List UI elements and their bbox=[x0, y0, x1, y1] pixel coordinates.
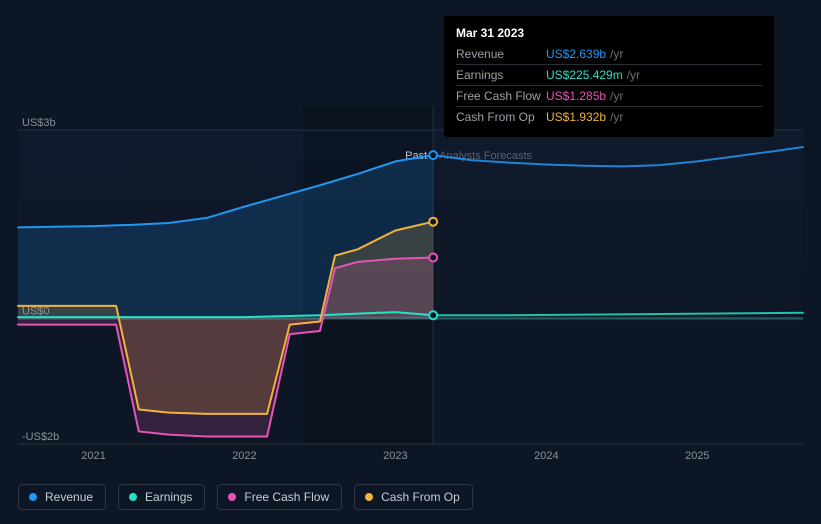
legend-item[interactable]: Free Cash Flow bbox=[217, 484, 342, 510]
tooltip-date: Mar 31 2023 bbox=[456, 26, 762, 40]
legend-dot bbox=[365, 493, 373, 501]
tooltip-row-value: US$2.639b bbox=[546, 47, 606, 61]
legend-item[interactable]: Revenue bbox=[18, 484, 106, 510]
svg-text:-US$2b: -US$2b bbox=[22, 431, 59, 443]
tooltip-row-unit: /yr bbox=[610, 89, 623, 103]
tooltip-row-value: US$1.932b bbox=[546, 110, 606, 124]
svg-text:2023: 2023 bbox=[383, 450, 407, 462]
tooltip-row-unit: /yr bbox=[627, 68, 640, 82]
legend-dot bbox=[29, 493, 37, 501]
tooltip-row-unit: /yr bbox=[610, 47, 623, 61]
svg-text:US$3b: US$3b bbox=[22, 117, 56, 129]
svg-text:2022: 2022 bbox=[232, 450, 256, 462]
tooltip-row-label: Free Cash Flow bbox=[456, 89, 546, 103]
legend-label: Revenue bbox=[45, 490, 93, 504]
svg-text:2021: 2021 bbox=[81, 450, 105, 462]
legend-label: Free Cash Flow bbox=[244, 490, 329, 504]
legend-label: Earnings bbox=[145, 490, 192, 504]
tooltip-row-label: Cash From Op bbox=[456, 110, 546, 124]
legend-dot bbox=[129, 493, 137, 501]
tooltip-row: RevenueUS$2.639b/yr bbox=[456, 44, 762, 65]
tooltip-row: EarningsUS$225.429m/yr bbox=[456, 65, 762, 86]
legend: Revenue Earnings Free Cash Flow Cash From O… bbox=[18, 484, 473, 510]
tooltip-row-label: Revenue bbox=[456, 47, 546, 61]
svg-text:2024: 2024 bbox=[534, 450, 558, 462]
tooltip-row-value: US$225.429m bbox=[546, 68, 623, 82]
legend-item[interactable]: Earnings bbox=[118, 484, 205, 510]
hover-tooltip: Mar 31 2023 RevenueUS$2.639b/yrEarningsU… bbox=[444, 16, 774, 137]
legend-label: Cash From Op bbox=[381, 490, 460, 504]
financial-chart: US$3bUS$0-US$2b20212022202320242025PastA… bbox=[0, 0, 821, 524]
svg-text:2025: 2025 bbox=[685, 450, 709, 462]
tooltip-row-value: US$1.285b bbox=[546, 89, 606, 103]
tooltip-row-label: Earnings bbox=[456, 68, 546, 82]
tooltip-row: Free Cash FlowUS$1.285b/yr bbox=[456, 86, 762, 107]
tooltip-row-unit: /yr bbox=[610, 110, 623, 124]
legend-dot bbox=[228, 493, 236, 501]
legend-item[interactable]: Cash From Op bbox=[354, 484, 473, 510]
tooltip-row: Cash From OpUS$1.932b/yr bbox=[456, 107, 762, 127]
